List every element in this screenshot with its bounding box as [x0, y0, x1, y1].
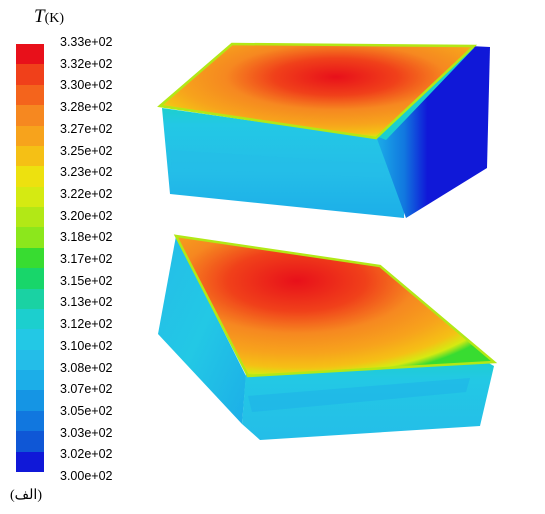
box-a [157, 42, 490, 218]
legend-tick-label: 3.02e+02 [60, 447, 113, 462]
box-b-front-face [242, 356, 494, 440]
legend-tick-label: 3.20e+02 [60, 208, 113, 223]
legend-tick-label: 3.33e+02 [60, 35, 113, 49]
legend-tick-label: 3.05e+02 [60, 403, 113, 418]
legend-tick-label: 3.17e+02 [60, 252, 113, 266]
legend-swatch [16, 268, 44, 289]
color-legend-bar [16, 44, 44, 472]
legend-swatch [16, 308, 44, 330]
legend-swatch [16, 329, 44, 350]
box-a-top-face [160, 44, 474, 138]
box-a-top-rim [157, 42, 478, 140]
legend-tick-label: 3.25e+02 [60, 143, 113, 158]
legend-swatch [16, 431, 44, 452]
legend-tick-label: 3.00e+02 [60, 469, 113, 483]
legend-swatch [16, 44, 44, 65]
box-a-front-band [170, 150, 386, 178]
legend-tick-label: 3.23e+02 [60, 165, 113, 180]
legend-swatch [16, 451, 44, 472]
legend-swatch [16, 247, 44, 269]
legend-swatch [16, 410, 44, 432]
legend-swatch [16, 166, 44, 187]
legend-tick-label: 3.13e+02 [60, 295, 113, 310]
legend-swatch [16, 207, 44, 228]
figure-caption: (الف) [10, 488, 42, 503]
legend-tick-label: 3.10e+02 [60, 338, 113, 353]
legend-tick-label: 3.07e+02 [60, 382, 113, 397]
legend-tick-label: 3.27e+02 [60, 121, 113, 136]
legend-swatch [16, 370, 44, 391]
box-b-top-rim [173, 234, 498, 378]
legend-tick-label: 3.03e+02 [60, 425, 113, 440]
legend-symbol: T [34, 6, 45, 27]
legend-swatch [16, 186, 44, 207]
legend-swatch [16, 349, 44, 370]
box-a-side-face [376, 46, 490, 218]
legend-tick-label: 3.12e+02 [60, 317, 113, 332]
box-b-top-face [176, 236, 494, 376]
legend-tick-label: 3.28e+02 [60, 100, 113, 115]
legend-tick-label: 3.18e+02 [60, 230, 113, 245]
legend-swatch [16, 125, 44, 146]
legend-unit: (K) [44, 11, 65, 26]
legend-tick-label: 3.30e+02 [60, 78, 113, 93]
legend-swatch [16, 390, 44, 411]
legend-tick-label: 3.22e+02 [60, 186, 113, 201]
legend-swatch [16, 84, 44, 106]
box-b-front-band [248, 378, 470, 412]
legend-title: T(K) [34, 6, 64, 28]
legend-swatch [16, 145, 44, 167]
legend-swatch [16, 105, 44, 126]
legend-swatch [16, 64, 44, 85]
legend-swatch [16, 227, 44, 248]
legend-tick-label: 3.15e+02 [60, 273, 113, 288]
box-b-left-face [158, 236, 246, 424]
legend-swatch [16, 288, 44, 309]
box-b [158, 234, 498, 440]
legend-tick-label: 3.08e+02 [60, 360, 113, 375]
legend-tick-label: 3.32e+02 [60, 56, 113, 71]
